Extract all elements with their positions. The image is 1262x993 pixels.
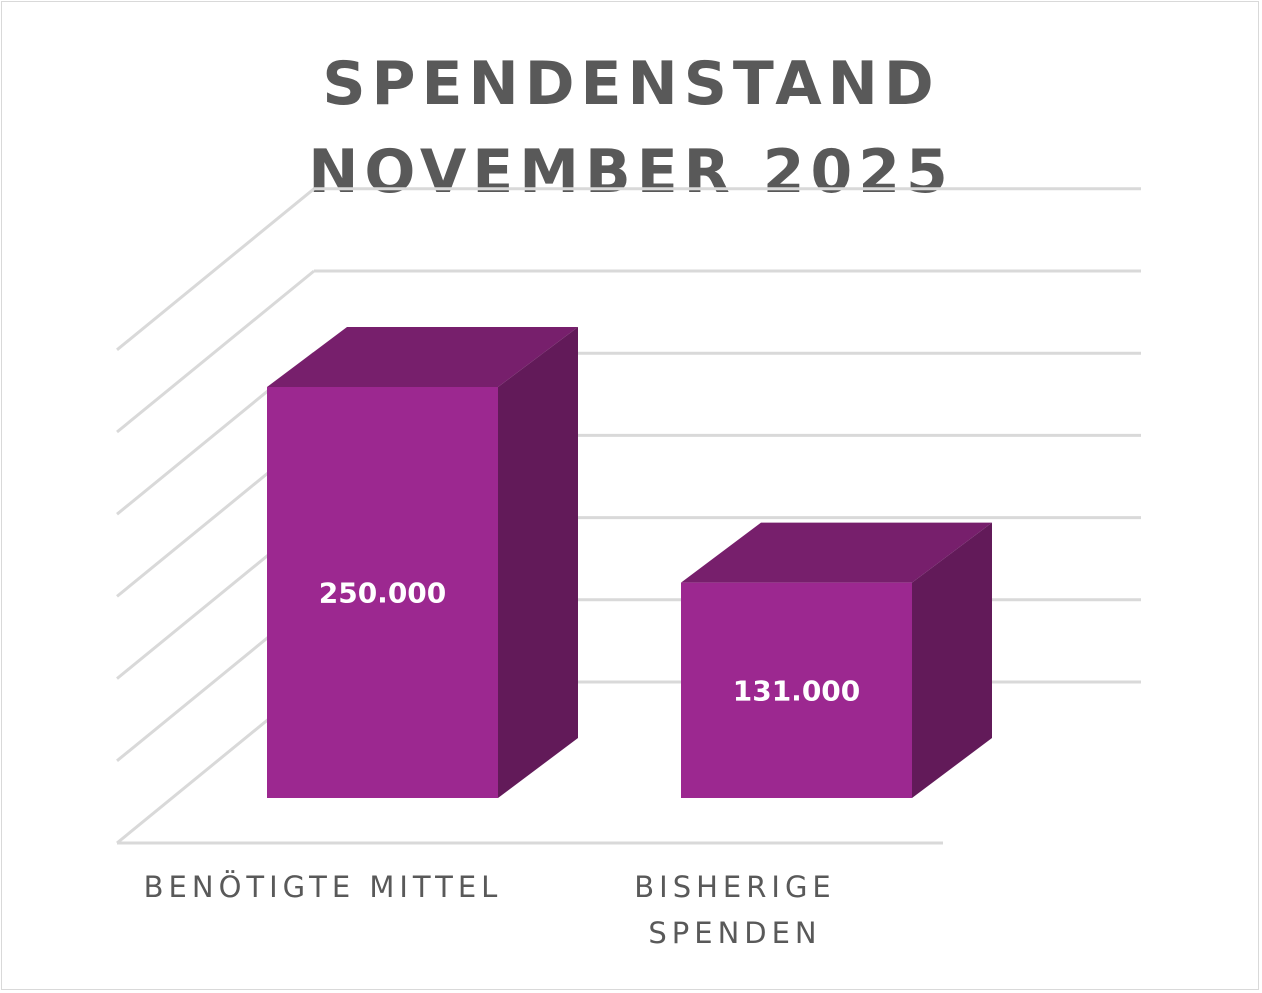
bar-1 xyxy=(681,522,992,798)
bars xyxy=(267,327,992,798)
labels: 250.000 131.000 BENÖTIGTE MITTEL BISHERIGE S… xyxy=(144,577,861,951)
data-label-1: 131.000 xyxy=(733,674,861,707)
gridline-side-5 xyxy=(116,269,315,434)
bar-side-1 xyxy=(912,522,992,798)
category-label-0: BENÖTIGTE MITTEL xyxy=(144,870,503,904)
chart-title: SPENDENSTAND NOVEMBER 2025 xyxy=(0,40,1262,216)
category-label-1-line-0: BISHERIGE xyxy=(634,870,835,904)
bar-0 xyxy=(267,327,578,798)
category-label-1-line-1: SPENDEN xyxy=(648,916,821,950)
category-label-0-line-0: BENÖTIGTE MITTEL xyxy=(144,870,503,904)
bar-front-0 xyxy=(267,387,498,798)
bar-top-1 xyxy=(681,522,992,583)
data-label-0: 250.000 xyxy=(319,577,447,610)
bar-front-1 xyxy=(681,582,912,798)
gridline-side-6 xyxy=(116,187,315,351)
bar-side-0 xyxy=(498,327,578,798)
chart-title-line-2: NOVEMBER 2025 xyxy=(308,137,954,207)
bar-top-0 xyxy=(267,327,578,387)
category-label-1: BISHERIGE SPENDEN xyxy=(634,870,835,950)
chart-title-line-1: SPENDENSTAND xyxy=(322,49,940,119)
